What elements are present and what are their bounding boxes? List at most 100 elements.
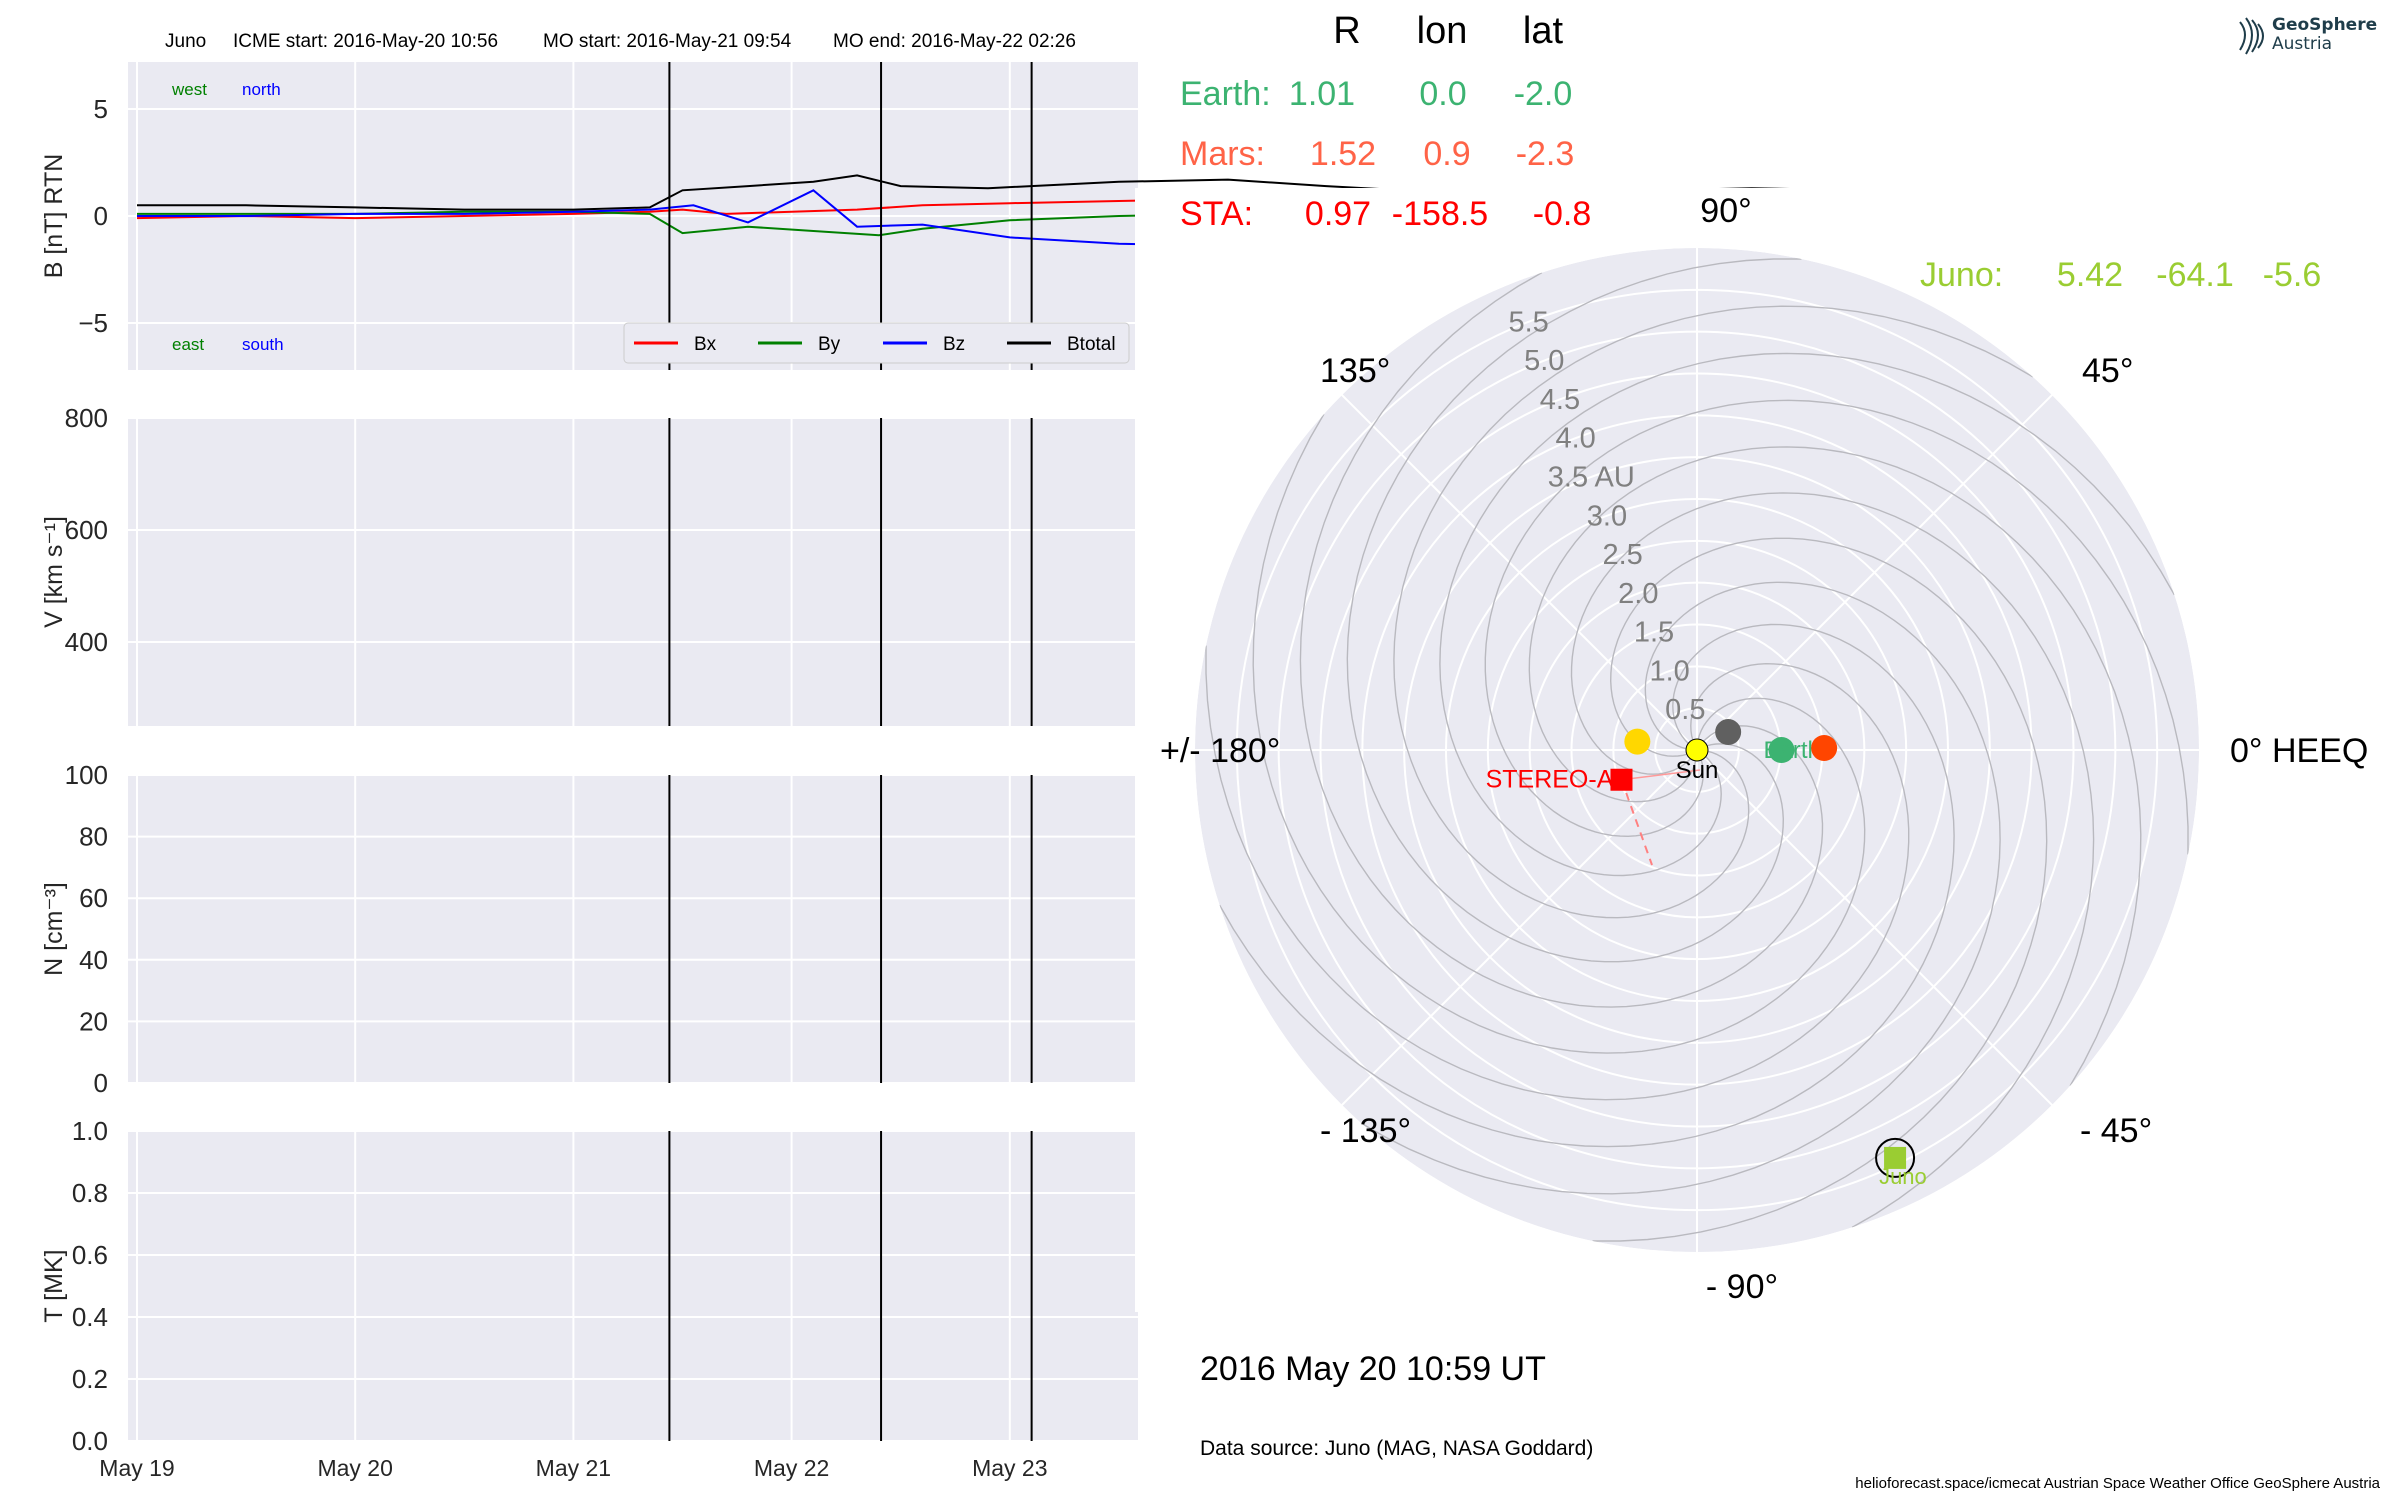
table-row: Juno: 5.42 -64.1 -5.6 [1920, 256, 2321, 294]
parker-spiral-line [1570, 492, 2095, 1229]
credits-label: helioforecast.space/icmecat Austrian Spa… [1855, 1475, 2380, 1492]
value-lat: -2.3 [1516, 135, 1575, 173]
r-tick-label: 4.5 [1540, 384, 1580, 416]
polar-mask [1135, 188, 2259, 1312]
west-label: west [171, 80, 207, 99]
sta-spiral-line [1621, 769, 1701, 781]
parker-spiral-line [1346, 258, 1802, 963]
plot-datetime: 2016 May 20 10:59 UT [1200, 1350, 1546, 1388]
panel-4: 1.0 0.8 0.6 0.4 0.2 0.0 T [MK] [40, 1116, 1138, 1456]
angle-label: - 45° [2080, 1112, 2152, 1150]
polar-orbit-plot: 0.5 1.0 1.5 2.0 2.5 3.0 3.5 AU 4.0 4.5 5.0 5.5 0° H… [1135, 188, 2368, 1312]
y-tick-label: 0.8 [72, 1178, 108, 1208]
y-tick-label: 0.0 [72, 1426, 108, 1456]
mars-marker [1811, 735, 1838, 762]
x-tick-label: May 19 [99, 1455, 174, 1481]
y-axis-label: B [nT] RTN [40, 154, 68, 279]
r-tick-label: 1.0 [1649, 655, 1689, 687]
stereoa-marker [1610, 768, 1633, 791]
time-series-panels: 5 0 −5 B [nT] RTN west north east south Bx By Bz Bt… [40, 62, 1850, 1481]
y-tick-label: 0 [94, 201, 108, 231]
sta-pointing-line [1620, 779, 1653, 866]
legend-item: By [818, 334, 841, 355]
panel-background [128, 418, 1138, 726]
body-name: STA: [1180, 195, 1253, 233]
y-tick-label: 600 [65, 515, 108, 545]
angle-label: 90° [1700, 192, 1751, 230]
r-tick-label: 5.0 [1524, 345, 1564, 377]
stereoa-label: STEREO-A [1486, 766, 1614, 794]
spacecraft-title: Juno [165, 31, 206, 52]
mercury-marker [1715, 719, 1742, 746]
parker-spiral-line [1439, 352, 2176, 877]
legend-box [623, 322, 1130, 364]
value-lat: -0.8 [1533, 195, 1592, 233]
y-tick-label: 20 [79, 1006, 108, 1036]
icme-start-label: ICME start: 2016-May-20 10:56 [233, 31, 498, 52]
r-tick-label: 5.5 [1508, 306, 1548, 338]
y-tick-label: 100 [65, 760, 108, 790]
logo-mark-icon [2239, 17, 2264, 55]
juno-highlight-ring [1875, 1137, 1916, 1178]
mo-end-label: MO end: 2016-May-22 02:26 [833, 31, 1076, 52]
value-r: 1.52 [1310, 135, 1376, 173]
body-name: Earth: [1180, 75, 1271, 113]
east-label: east [172, 335, 204, 354]
table-header: lon [1417, 10, 1468, 52]
panel-background [128, 775, 1138, 1083]
polar-ring [1403, 456, 1991, 1044]
table-header: R [1333, 10, 1360, 52]
r-tick-label: 2.0 [1618, 578, 1658, 610]
parker-spiral-line [1484, 399, 2189, 855]
x-tick-label: May 23 [972, 1455, 1047, 1481]
body-name: Juno: [1920, 256, 2003, 294]
polar-ring [1654, 707, 1740, 793]
parker-spiral-line [1592, 537, 2048, 1242]
r-tick-label: 3.5 AU [1548, 461, 1635, 493]
y-tick-label: −5 [78, 308, 108, 338]
logo-line2: Austria [2272, 34, 2333, 54]
juno-marker [1884, 1146, 1907, 1169]
y-tick-label: 0 [94, 1068, 108, 1098]
polar-ring [1277, 330, 2117, 1170]
panel-1: 5 0 −5 B [nT] RTN west north east south Bx By Bz Bt… [40, 62, 1850, 370]
y-tick-label: 0.2 [72, 1364, 108, 1394]
y-tick-label: 0.6 [72, 1240, 108, 1270]
angle-label: 45° [2082, 352, 2133, 390]
sun-label: Sun [1676, 757, 1719, 784]
y-axis-label: V [km s⁻¹] [40, 516, 68, 628]
angle-label: - 90° [1706, 1268, 1778, 1306]
polar-ring [1319, 372, 2075, 1128]
r-tick-label: 0.5 [1665, 694, 1705, 726]
polar-ring [1235, 288, 2159, 1212]
x-tick-label: May 21 [536, 1455, 611, 1481]
logo-line1: GeoSphere [2272, 15, 2378, 35]
x-tick-label: May 20 [317, 1455, 392, 1481]
value-lon: -64.1 [2156, 256, 2234, 294]
y-tick-label: 800 [65, 403, 108, 433]
angle-label: - 135° [1320, 1112, 1411, 1150]
y-tick-label: 80 [79, 822, 108, 852]
y-axis-label: T [MK] [40, 1249, 68, 1322]
y-tick-label: 0.4 [72, 1302, 108, 1332]
earth-label: Earth [1764, 737, 1821, 764]
value-lon: 0.0 [1419, 75, 1466, 113]
juno-label: Juno [1879, 1164, 1927, 1189]
value-r: 5.42 [2057, 256, 2123, 294]
r-tick-label: 4.0 [1555, 423, 1595, 455]
angle-label: 0° HEEQ [2230, 732, 2368, 770]
logo-text: GeoSphere Austria [2272, 16, 2377, 54]
legend-item: Bz [943, 334, 965, 355]
legend: Bx By Bz Btotal [623, 322, 1130, 364]
value-lon: 0.9 [1423, 135, 1470, 173]
angle-label: +/- 180° [1160, 732, 1280, 770]
value-lon: -158.5 [1392, 195, 1488, 233]
r-tick-label: 1.5 [1634, 617, 1674, 649]
geosphere-logo [2234, 14, 2394, 64]
value-r: 0.97 [1305, 195, 1371, 233]
x-tick-label: May 22 [754, 1455, 829, 1481]
table-header: lat [1523, 10, 1564, 52]
